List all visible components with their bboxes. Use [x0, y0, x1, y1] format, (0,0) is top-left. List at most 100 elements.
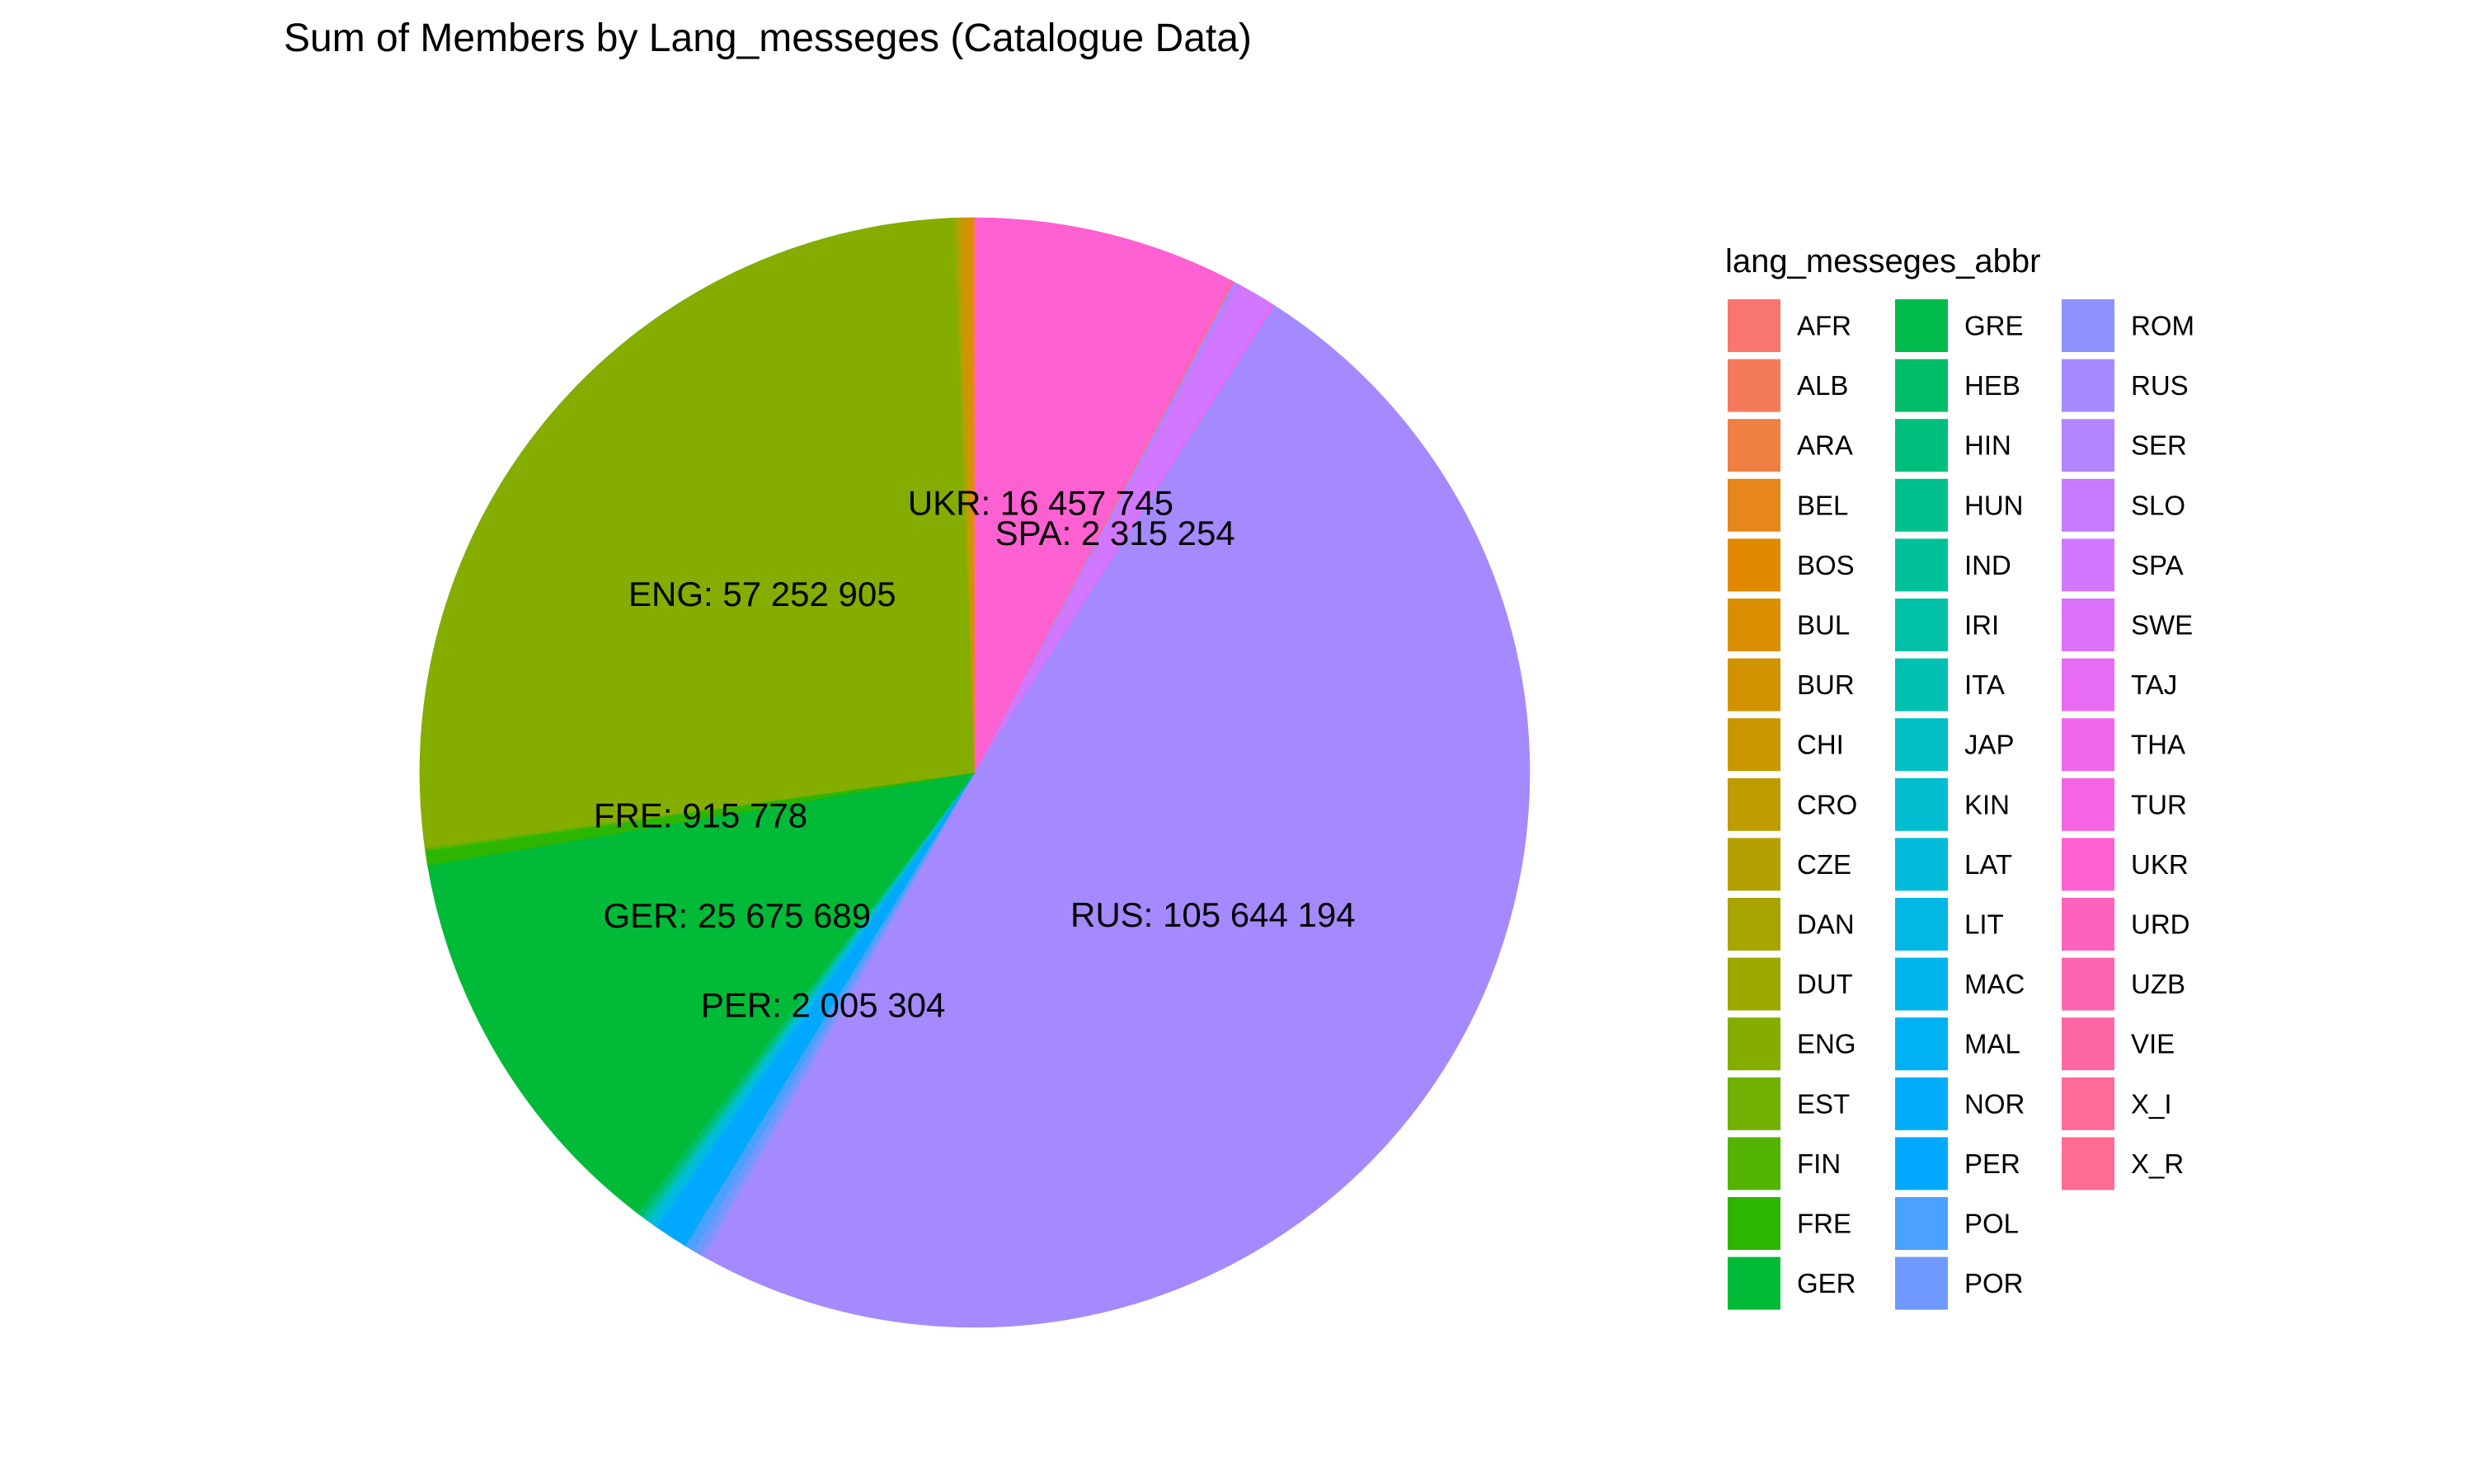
legend-label: SPA	[2131, 550, 2184, 580]
legend-swatch	[1728, 299, 1780, 352]
data-label-ger: GER: 25 675 689	[604, 896, 872, 935]
data-label-spa: SPA: 2 315 254	[995, 514, 1235, 552]
legend-label: BOS	[1797, 550, 1855, 580]
legend-item-ind: IND	[1895, 538, 2011, 592]
legend-title: lang_messeges_abbr	[1725, 243, 2040, 279]
legend-label: POR	[1964, 1268, 2024, 1298]
legend-label: HEB	[1964, 370, 2020, 401]
legend-label: PER	[1964, 1148, 2020, 1179]
legend-label: IRI	[1964, 610, 1999, 641]
legend-label: LAT	[1964, 849, 2012, 880]
legend-label: POL	[1964, 1209, 2019, 1239]
legend-item-cro: CRO	[1728, 777, 1857, 831]
chart-title: Sum of Members by Lang_messeges (Catalog…	[284, 16, 1252, 60]
legend-swatch	[1895, 299, 1948, 352]
legend-swatch	[2062, 658, 2114, 711]
legend-item-jap: JAP	[1895, 718, 2015, 772]
legend-item-fre: FRE	[1728, 1197, 1851, 1250]
legend-item-ita: ITA	[1895, 658, 2005, 711]
pie-slice-ukr	[974, 217, 1232, 773]
legend-label: TUR	[2131, 789, 2187, 819]
legend-swatch	[1728, 898, 1780, 951]
legend-label: X_I	[2131, 1088, 2172, 1119]
legend-swatch	[1895, 419, 1948, 472]
legend-swatch	[1728, 777, 1780, 831]
legend-item-ser: SER	[2062, 419, 2187, 472]
legend-label: RUS	[2131, 370, 2189, 401]
legend-item-vie: VIE	[2062, 1017, 2175, 1071]
legend-swatch	[2062, 538, 2114, 592]
legend-item-cze: CZE	[1728, 838, 1851, 891]
legend-item-ukr: UKR	[2062, 838, 2189, 891]
legend-swatch	[1728, 1197, 1780, 1250]
legend-label: JAP	[1964, 730, 2015, 760]
legend-swatch	[1895, 1137, 1948, 1190]
legend-label: SWE	[2131, 610, 2193, 641]
legend-label: CZE	[1797, 849, 1851, 880]
legend-items: AFR ALB ARA BEL BOS BUL BUR CHI CRO CZE DAN DUT ENG E…	[1728, 299, 2194, 1310]
legend-item-iri: IRI	[1895, 599, 1999, 651]
legend-label: FIN	[1797, 1148, 1841, 1179]
legend-label: ALB	[1797, 370, 1848, 401]
legend-swatch	[1895, 1256, 1948, 1310]
legend-item-eng: ENG	[1728, 1017, 1856, 1071]
legend-item-dut: DUT	[1728, 957, 1853, 1011]
legend-item-pol: POL	[1895, 1197, 2019, 1250]
legend-label: X_R	[2131, 1148, 2184, 1179]
legend-swatch	[1728, 359, 1780, 412]
legend-swatch	[1728, 1017, 1780, 1071]
legend-item-rus: RUS	[2062, 359, 2189, 412]
legend-item-tha: THA	[2062, 718, 2185, 772]
legend-swatch	[1895, 777, 1948, 831]
legend-swatch	[1728, 718, 1780, 772]
legend-label: HIN	[1964, 430, 2011, 461]
legend-swatch	[1895, 898, 1948, 951]
legend-item-nor: NOR	[1895, 1077, 2025, 1130]
legend-swatch	[2062, 359, 2114, 412]
legend-swatch	[2062, 1077, 2114, 1130]
legend-label: AFR	[1797, 311, 1851, 341]
legend-swatch	[1728, 599, 1780, 651]
legend-label: DUT	[1797, 969, 1853, 999]
legend-swatch	[1728, 658, 1780, 711]
legend-swatch	[1728, 1077, 1780, 1130]
legend-label: MAC	[1964, 969, 2025, 999]
legend-label: TAJ	[2131, 669, 2177, 700]
legend-item-tur: TUR	[2062, 777, 2187, 831]
legend-item-bos: BOS	[1728, 538, 1855, 592]
legend-item-hin: HIN	[1895, 419, 2011, 472]
legend-swatch	[1728, 1137, 1780, 1190]
legend-item-x-r: X_R	[2062, 1137, 2184, 1190]
data-label-fre: FRE: 915 778	[594, 796, 807, 834]
legend-label: GER	[1797, 1268, 1856, 1298]
legend-item-chi: CHI	[1728, 718, 1844, 772]
legend-swatch	[1895, 478, 1948, 532]
legend-item-swe: SWE	[2062, 599, 2193, 651]
legend-label: UZB	[2131, 969, 2185, 999]
legend-swatch	[1728, 1256, 1780, 1310]
legend-swatch	[2062, 898, 2114, 951]
legend-label: CHI	[1797, 730, 1844, 760]
legend-label: CRO	[1797, 789, 1857, 819]
legend-item-per: PER	[1895, 1137, 2020, 1190]
pie-slice-ger	[427, 772, 976, 1214]
legend-item-est: EST	[1728, 1077, 1850, 1130]
legend-swatch	[1728, 838, 1780, 891]
legend-label: BUL	[1797, 610, 1850, 641]
legend-label: NOR	[1964, 1088, 2025, 1119]
legend-label: GRE	[1964, 311, 2024, 341]
legend-item-alb: ALB	[1728, 359, 1848, 412]
legend-item-taj: TAJ	[2062, 658, 2177, 711]
legend-item-slo: SLO	[2062, 478, 2185, 532]
legend-swatch	[1728, 538, 1780, 592]
data-label-rus: RUS: 105 644 194	[1070, 895, 1356, 934]
data-label-per: PER: 2 005 304	[701, 985, 946, 1024]
legend-label: BEL	[1797, 490, 1848, 520]
legend-item-lit: LIT	[1895, 898, 2004, 951]
legend-swatch	[1895, 838, 1948, 891]
legend-swatch	[1895, 538, 1948, 592]
legend-item-bel: BEL	[1728, 478, 1848, 532]
legend-item-mac: MAC	[1895, 957, 2025, 1011]
legend-swatch	[1728, 478, 1780, 532]
